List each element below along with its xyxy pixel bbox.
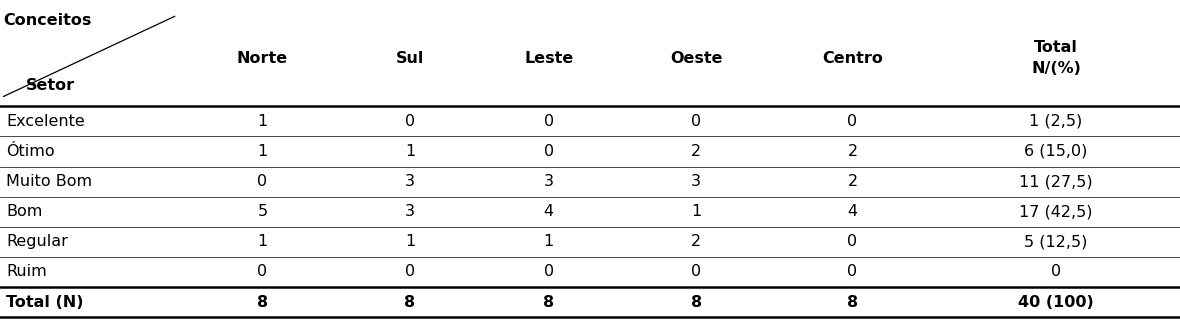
Text: 1: 1: [405, 144, 415, 159]
Text: 0: 0: [544, 144, 553, 159]
Text: 1: 1: [544, 234, 553, 250]
Text: 3: 3: [691, 174, 701, 189]
Text: 40 (100): 40 (100): [1018, 295, 1094, 310]
Text: 0: 0: [544, 265, 553, 280]
Text: 8: 8: [405, 295, 415, 310]
Text: Muito Bom: Muito Bom: [6, 174, 92, 189]
Text: 0: 0: [1051, 265, 1061, 280]
Text: 5 (12,5): 5 (12,5): [1024, 234, 1088, 250]
Text: Setor: Setor: [26, 78, 76, 93]
Text: 8: 8: [847, 295, 858, 310]
Text: 0: 0: [405, 114, 415, 129]
Text: Sul: Sul: [395, 51, 425, 65]
Text: Excelente: Excelente: [6, 114, 85, 129]
Text: Leste: Leste: [524, 51, 573, 65]
Text: N/(%): N/(%): [1031, 61, 1081, 76]
Text: 8: 8: [690, 295, 702, 310]
Text: 0: 0: [847, 234, 858, 250]
Text: Regular: Regular: [6, 234, 67, 250]
Text: 2: 2: [847, 174, 858, 189]
Text: Total (N): Total (N): [6, 295, 84, 310]
Text: 0: 0: [257, 174, 268, 189]
Text: 3: 3: [544, 174, 553, 189]
Text: Conceitos: Conceitos: [4, 13, 92, 28]
Text: 8: 8: [257, 295, 268, 310]
Text: 0: 0: [405, 265, 415, 280]
Text: Ruim: Ruim: [6, 265, 47, 280]
Text: 3: 3: [405, 204, 415, 219]
Text: 0: 0: [257, 265, 268, 280]
Text: Bom: Bom: [6, 204, 42, 219]
Text: 3: 3: [405, 174, 415, 189]
Text: 1: 1: [257, 114, 268, 129]
Text: Total: Total: [1034, 40, 1079, 55]
Text: 1: 1: [257, 144, 268, 159]
Text: 6 (15,0): 6 (15,0): [1024, 144, 1088, 159]
Text: 4: 4: [847, 204, 858, 219]
Text: Ótimo: Ótimo: [6, 144, 54, 159]
Text: 11 (27,5): 11 (27,5): [1020, 174, 1093, 189]
Text: 2: 2: [691, 144, 701, 159]
Text: 2: 2: [847, 144, 858, 159]
Text: 0: 0: [691, 114, 701, 129]
Text: 1: 1: [405, 234, 415, 250]
Text: 17 (42,5): 17 (42,5): [1020, 204, 1093, 219]
Text: 0: 0: [847, 265, 858, 280]
Text: 8: 8: [543, 295, 555, 310]
Text: Centro: Centro: [822, 51, 883, 65]
Text: Norte: Norte: [237, 51, 288, 65]
Text: 4: 4: [544, 204, 553, 219]
Text: 2: 2: [691, 234, 701, 250]
Text: 5: 5: [257, 204, 268, 219]
Text: 0: 0: [691, 265, 701, 280]
Text: 1 (2,5): 1 (2,5): [1029, 114, 1083, 129]
Text: 0: 0: [847, 114, 858, 129]
Text: 1: 1: [257, 234, 268, 250]
Text: 0: 0: [544, 114, 553, 129]
Text: Oeste: Oeste: [670, 51, 722, 65]
Text: 1: 1: [691, 204, 701, 219]
